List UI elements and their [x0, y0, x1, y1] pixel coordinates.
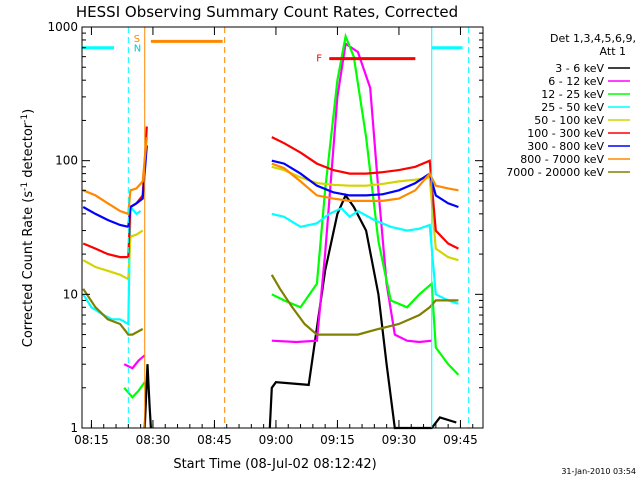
footer-timestamp: 31-Jan-2010 03:54 [561, 467, 636, 476]
night-label: N [134, 43, 141, 54]
legend-label-12-25-kev: 12 - 25 keV [541, 88, 604, 101]
legend-label-6-12-kev: 6 - 12 keV [548, 75, 604, 88]
x-axis-label: Start Time (08-Jul-02 08:12:42) [173, 457, 376, 472]
series-line-25-50-kev-2 [271, 206, 459, 305]
y-axis: 1 10 100 1000 [47, 20, 483, 435]
series-line-300-800-kev-2 [271, 159, 459, 209]
flare-label: F [316, 54, 322, 65]
saa-label: S [134, 34, 140, 45]
legend-label-300-800-kev: 300 - 800 keV [527, 140, 604, 153]
series-line-12-25-kev-1 [123, 381, 146, 399]
series-line-3-6-kev-2 [268, 193, 457, 430]
annotation-layer: SN F [82, 27, 470, 428]
y-axis-label: Corrected Count Rate (s-1 detector-1) [20, 109, 36, 347]
x-tick-label: 09:15 [320, 433, 355, 447]
series-line-6-12-kev-1 [123, 354, 146, 370]
series-line-800-7000-kev-2 [271, 162, 459, 202]
x-tick-label: 09:00 [259, 433, 294, 447]
legend-label-50-100-kev: 50 - 100 keV [534, 114, 604, 127]
x-tick-label: 08:30 [136, 433, 171, 447]
series-line-100-300-kev-2 [271, 136, 459, 250]
series-line-7000-20000-kev-1 [82, 288, 144, 336]
series-line-7000-20000-kev-2 [270, 274, 459, 336]
legend-label-100-300-kev: 100 - 300 keV [527, 127, 604, 140]
legend-label-3-6-kev: 3 - 6 keV [555, 62, 604, 75]
y-tick-label: 1000 [47, 20, 78, 34]
y-axis-label-end: ) [21, 109, 36, 114]
plot-frame [81, 26, 484, 429]
legend-header-detectors: Det 1,3,4,5,6,9, [550, 32, 636, 45]
series-line-50-100-kev-2 [271, 165, 459, 262]
series-line-3-6-kev-1 [143, 364, 152, 429]
legend-label-800-7000-kev: 800 - 7000 keV [520, 153, 604, 166]
y-axis-label-sup1: -1 [20, 182, 30, 191]
data-layer [82, 32, 460, 430]
series-line-100-300-kev-1 [82, 126, 148, 259]
series-line-12-25-kev-2 [271, 32, 460, 376]
y-tick-label: 1 [70, 421, 78, 435]
x-tick-label: 09:45 [443, 433, 478, 447]
legend-label-7000-20000-kev: 7000 - 20000 keV [506, 166, 604, 179]
x-tick-label: 08:45 [197, 433, 232, 447]
chart-title: HESSI Observing Summary Count Rates, Cor… [76, 3, 458, 21]
x-tick-label: 08:15 [74, 433, 109, 447]
series-line-300-800-kev-1 [82, 145, 148, 229]
y-tick-label: 10 [63, 287, 78, 301]
legend-label-25-50-kev: 25 - 50 keV [541, 101, 604, 114]
y-tick-label: 100 [55, 154, 78, 168]
y-axis-label-mid: detector [21, 122, 36, 182]
series-line-25-50-kev-1 [82, 204, 142, 326]
series-line-50-100-kev-1 [82, 229, 144, 281]
y-axis-label-main: Corrected Count Rate (s [21, 191, 36, 348]
y-axis-label-sup2: -1 [20, 114, 30, 123]
legend-header-attenuator: Att 1 [600, 45, 626, 58]
series-line-6-12-kev-2 [271, 41, 432, 344]
x-tick-label: 09:30 [382, 433, 417, 447]
series-line-800-7000-kev-1 [82, 136, 148, 216]
x-axis: 08:15 08:30 08:45 09:00 09:15 09:30 09:45 [74, 27, 478, 447]
